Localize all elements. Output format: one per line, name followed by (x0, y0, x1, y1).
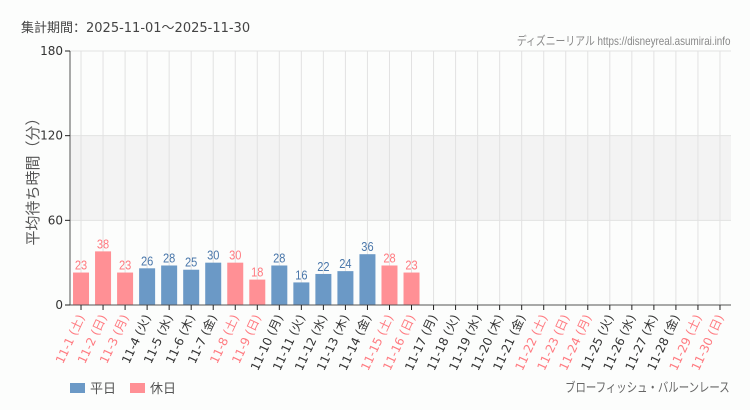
weekday-swatch (70, 382, 85, 393)
site-credit: ディズニーリアル https://disneyreal.asumirai.inf… (516, 34, 730, 48)
bar (403, 272, 420, 305)
y-tick-label: 0 (55, 298, 63, 312)
holiday-label: 休日 (150, 382, 177, 397)
y-tick-label: 60 (48, 213, 63, 227)
bar (139, 268, 156, 305)
legend: 平日 休日 (70, 378, 190, 397)
y-tick-label: 120 (40, 129, 63, 143)
bar (205, 262, 222, 305)
bar (183, 269, 200, 305)
bar (95, 251, 112, 305)
bar (73, 272, 90, 305)
bar-value-label: 23 (119, 258, 132, 273)
bar-value-label: 30 (229, 248, 242, 263)
bar (381, 265, 398, 305)
bar (117, 272, 134, 305)
bar-value-label: 22 (317, 259, 330, 274)
weekday-label: 平日 (90, 382, 117, 397)
bar-value-label: 28 (273, 251, 286, 266)
holiday-swatch (130, 382, 146, 393)
bar-value-label: 16 (295, 268, 308, 283)
y-tick-label: 180 (40, 44, 63, 58)
bar-value-label: 25 (185, 255, 198, 270)
bar-value-label: 28 (163, 251, 176, 266)
bar-value-label: 38 (97, 237, 110, 252)
shaded-band (70, 135, 731, 221)
period-label: 集計期間：2025-11-01〜2025-11-30 (21, 21, 251, 36)
legend-holiday: 休日 (130, 378, 176, 397)
attraction-name: ブローフィッシュ・バルーンレース (565, 380, 730, 395)
bar-value-label: 30 (207, 248, 220, 263)
bar-value-label: 23 (405, 258, 418, 273)
y-axis-label: 平均待ち時間（分） (24, 110, 42, 245)
bar (315, 273, 332, 305)
legend-weekday: 平日 (70, 378, 116, 397)
bar (249, 279, 266, 305)
bar-value-label: 24 (339, 256, 352, 271)
bar-value-label: 28 (383, 251, 396, 266)
bar (161, 265, 178, 305)
bar (337, 271, 354, 305)
bar (293, 282, 310, 305)
bar-value-label: 26 (141, 253, 154, 268)
bar-value-label: 18 (251, 265, 264, 280)
bar (271, 265, 288, 305)
bar-value-label: 23 (75, 258, 88, 273)
bar (227, 262, 244, 305)
bar (359, 254, 376, 305)
bar-value-label: 36 (361, 239, 374, 254)
